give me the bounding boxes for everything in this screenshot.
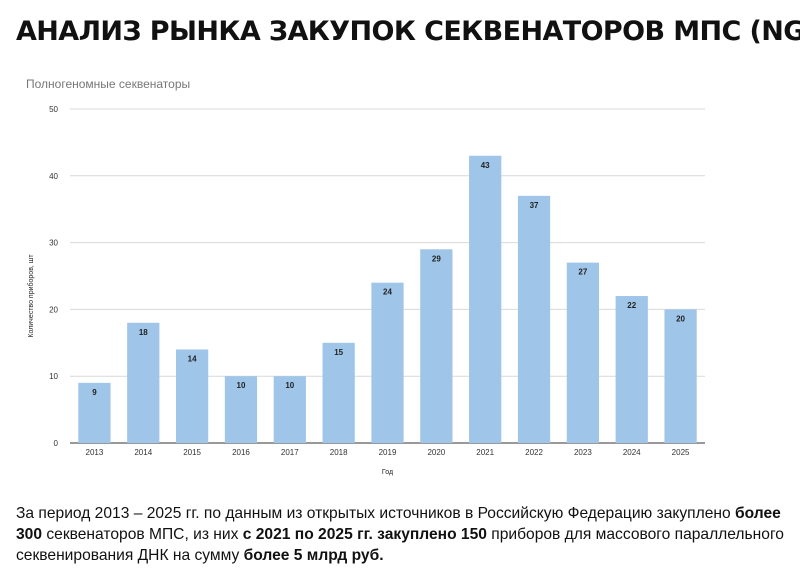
bar-2018 (322, 342, 355, 443)
y-tick-label: 50 (49, 105, 58, 114)
x-tick-label: 2025 (672, 448, 690, 457)
bar-value-label: 14 (188, 354, 197, 363)
bar-value-label: 22 (627, 301, 636, 310)
bar-value-label: 9 (92, 388, 97, 397)
chart-subtitle: Полногеномные секвенаторы (26, 77, 190, 91)
x-tick-label: 2014 (134, 448, 152, 457)
x-tick-label: 2015 (183, 448, 201, 457)
y-tick-label: 10 (49, 372, 58, 381)
bar-value-label: 37 (530, 201, 539, 210)
y-tick-label: 30 (49, 239, 58, 248)
x-tick-labels: 2013 2014 2015 2016 2017 2018 2019 2020 2021 2022… (86, 448, 691, 457)
page-title: АНАЛИЗ РЫНКА ЗАКУПОК СЕКВЕНАТОРОВ МПС (N… (16, 16, 800, 47)
bar-2019 (371, 282, 404, 443)
bar-2025 (664, 309, 697, 443)
bars: 9 18 14 10 10 15 24 29 43 37 27 22 20 (78, 155, 697, 443)
bar-value-label: 20 (676, 314, 685, 323)
x-tick-label: 2019 (379, 448, 397, 457)
x-tick-label: 2020 (427, 448, 445, 457)
bar-value-label: 24 (383, 288, 392, 297)
bar-value-label: 10 (237, 381, 246, 390)
x-tick-label: 2021 (476, 448, 494, 457)
caption-bold-1: более 300 (16, 505, 781, 543)
caption-text-1: За период 2013 – 2025 гг. по данным из о… (16, 505, 736, 522)
bar-2021 (469, 155, 502, 443)
x-tick-label: 2022 (525, 448, 543, 457)
caption-bold-2: с 2021 по 2025 гг. закуплено 150 (242, 526, 487, 543)
bar-2016 (224, 376, 258, 443)
bar-2020 (420, 249, 453, 443)
x-tick-label: 2023 (574, 448, 592, 457)
bar-value-label: 10 (285, 381, 294, 390)
y-tick-labels: 0 10 20 30 40 50 (49, 105, 58, 448)
caption-bold-3: более 5 млрд руб. (243, 547, 384, 564)
bar-value-label: 43 (481, 161, 490, 170)
y-axis-label: Количество приборов, шт (27, 254, 35, 338)
bar-value-label: 27 (578, 268, 587, 277)
bar-2013 (78, 382, 111, 443)
x-tick-label: 2016 (232, 448, 250, 457)
bar-2023 (566, 262, 600, 443)
bar-2022 (517, 195, 551, 443)
bar-value-label: 18 (139, 328, 148, 337)
x-tick-label: 2018 (330, 448, 348, 457)
bar-2015 (175, 349, 209, 443)
x-tick-label: 2013 (86, 448, 104, 457)
bar-2024 (615, 296, 648, 443)
caption-text-3: приборов для массового параллельного сек… (16, 526, 784, 564)
caption-text-2: секвенаторов МПС, из них (42, 526, 243, 543)
y-tick-label: 40 (49, 172, 58, 181)
bar-2017 (273, 376, 306, 443)
bar-2014 (127, 322, 160, 443)
bar-value-label: 29 (432, 254, 441, 263)
x-axis-label: Год (382, 469, 393, 476)
chart: Полногеномные секвенаторы 0 10 20 30 40 50 9 1… (0, 62, 800, 492)
bar-value-label: 15 (334, 348, 343, 357)
x-tick-label: 2017 (281, 448, 299, 457)
x-tick-label: 2024 (623, 448, 641, 457)
caption: За период 2013 – 2025 гг. по данным из о… (16, 503, 791, 566)
y-tick-label: 20 (49, 305, 58, 314)
bar-chart: Полногеномные секвенаторы 0 10 20 30 40 50 9 1… (26, 77, 705, 476)
y-tick-label: 0 (54, 439, 59, 448)
